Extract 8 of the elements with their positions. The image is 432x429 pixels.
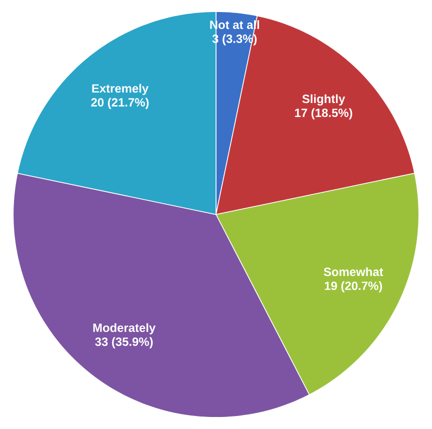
data-label: 33 (35.9%): [95, 337, 153, 348]
slice-label: Moderately: [93, 323, 156, 334]
slice-label: Somewhat: [324, 267, 384, 276]
data-label: 20 (21.7%): [91, 98, 149, 109]
slice-label: Slightly: [302, 94, 346, 106]
data-label: 19 (20.7%): [324, 281, 382, 292]
data-label: 17 (18.5%): [295, 108, 352, 120]
slice-label: Extremely: [92, 84, 149, 96]
